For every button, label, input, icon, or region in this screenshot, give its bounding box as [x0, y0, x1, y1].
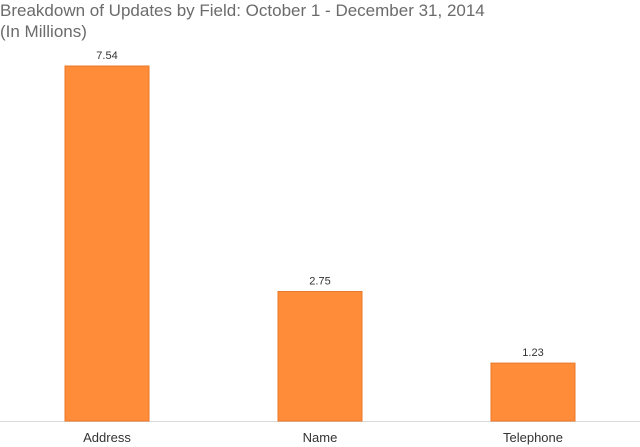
value-label-name: 2.75: [309, 276, 330, 288]
x-tick-label-telephone: Telephone: [503, 430, 563, 445]
bar-name: [277, 291, 363, 422]
chart-subtitle: (In Millions): [0, 22, 87, 41]
chart-title-block: Breakdown of Updates by Field: October 1…: [0, 0, 640, 42]
x-tick-label-address: Address: [83, 430, 131, 445]
bar-address: [64, 65, 150, 422]
value-label-telephone: 1.23: [522, 347, 543, 359]
bars-group: [64, 65, 576, 422]
value-labels-group: 7.54 2.75 1.23: [96, 50, 543, 359]
x-tick-label-name: Name: [303, 430, 338, 445]
x-tick-labels-group: Address Name Telephone: [83, 430, 563, 445]
chart-title: Breakdown of Updates by Field: October 1…: [0, 1, 485, 20]
value-label-address: 7.54: [96, 50, 117, 62]
bar-telephone: [490, 362, 576, 422]
